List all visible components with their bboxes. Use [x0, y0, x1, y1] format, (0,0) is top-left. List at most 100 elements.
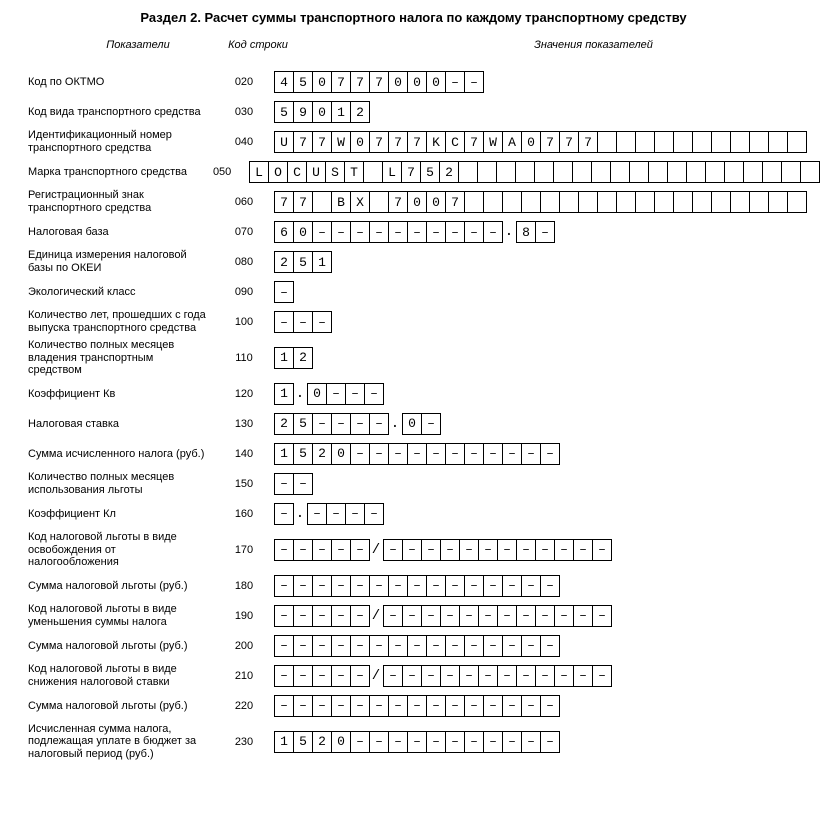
char-cell[interactable]: – [364, 503, 384, 525]
char-cell[interactable]: – [478, 605, 498, 627]
char-cell[interactable]: – [573, 665, 593, 687]
char-cell[interactable]: – [331, 413, 351, 435]
char-cell[interactable]: W [331, 131, 351, 153]
char-cell[interactable] [673, 191, 693, 213]
char-cell[interactable]: K [426, 131, 446, 153]
char-cell[interactable]: 0 [331, 443, 351, 465]
char-cell[interactable]: 2 [350, 101, 370, 123]
char-cell[interactable]: 2 [274, 251, 294, 273]
char-cell[interactable]: – [312, 413, 332, 435]
char-cell[interactable]: – [573, 605, 593, 627]
char-cell[interactable]: T [344, 161, 364, 183]
char-cell[interactable]: – [426, 731, 446, 753]
char-cell[interactable]: U [274, 131, 294, 153]
char-cell[interactable]: B [331, 191, 351, 213]
char-cell[interactable]: – [521, 635, 541, 657]
char-cell[interactable] [502, 191, 522, 213]
char-cell[interactable]: – [483, 575, 503, 597]
char-cell[interactable] [711, 191, 731, 213]
char-cell[interactable]: – [388, 575, 408, 597]
char-cell[interactable]: 5 [293, 413, 313, 435]
char-cell[interactable]: – [464, 221, 484, 243]
char-cell[interactable] [787, 191, 807, 213]
char-cell[interactable]: – [312, 539, 332, 561]
char-cell[interactable]: 2 [274, 413, 294, 435]
char-cell[interactable]: – [445, 731, 465, 753]
char-cell[interactable]: 0 [426, 71, 446, 93]
char-cell[interactable]: 0 [293, 221, 313, 243]
char-cell[interactable]: – [274, 473, 294, 495]
char-cell[interactable]: – [426, 221, 446, 243]
char-cell[interactable] [787, 131, 807, 153]
char-cell[interactable] [616, 131, 636, 153]
char-cell[interactable] [559, 191, 579, 213]
char-cell[interactable] [635, 191, 655, 213]
char-cell[interactable]: 0 [521, 131, 541, 153]
char-cell[interactable]: – [407, 575, 427, 597]
char-cell[interactable]: 7 [559, 131, 579, 153]
char-cell[interactable]: – [350, 635, 370, 657]
char-cell[interactable]: – [440, 605, 460, 627]
char-cell[interactable]: 5 [293, 71, 313, 93]
char-cell[interactable]: – [274, 605, 294, 627]
char-cell[interactable]: – [369, 731, 389, 753]
char-cell[interactable]: – [293, 605, 313, 627]
char-cell[interactable] [768, 131, 788, 153]
char-cell[interactable]: – [478, 665, 498, 687]
char-cell[interactable]: – [426, 635, 446, 657]
char-cell[interactable]: – [426, 695, 446, 717]
char-cell[interactable]: – [331, 539, 351, 561]
char-cell[interactable]: – [331, 221, 351, 243]
char-cell[interactable]: – [326, 503, 346, 525]
char-cell[interactable]: – [369, 635, 389, 657]
char-cell[interactable]: 0 [350, 131, 370, 153]
char-cell[interactable] [616, 191, 636, 213]
char-cell[interactable]: – [369, 413, 389, 435]
char-cell[interactable]: – [554, 665, 574, 687]
char-cell[interactable]: – [350, 695, 370, 717]
char-cell[interactable]: C [287, 161, 307, 183]
char-cell[interactable]: – [483, 695, 503, 717]
char-cell[interactable]: – [426, 575, 446, 597]
char-cell[interactable]: – [274, 281, 294, 303]
char-cell[interactable]: – [516, 605, 536, 627]
char-cell[interactable] [730, 131, 750, 153]
char-cell[interactable]: 5 [293, 251, 313, 273]
char-cell[interactable]: – [521, 731, 541, 753]
char-cell[interactable] [648, 161, 668, 183]
char-cell[interactable]: – [312, 221, 332, 243]
char-cell[interactable]: – [293, 695, 313, 717]
char-cell[interactable]: 1 [331, 101, 351, 123]
char-cell[interactable]: – [592, 665, 612, 687]
char-cell[interactable] [800, 161, 820, 183]
char-cell[interactable]: 7 [369, 131, 389, 153]
char-cell[interactable]: – [464, 731, 484, 753]
char-cell[interactable]: 8 [516, 221, 536, 243]
char-cell[interactable] [635, 131, 655, 153]
char-cell[interactable] [654, 131, 674, 153]
char-cell[interactable]: – [350, 605, 370, 627]
char-cell[interactable]: – [421, 413, 441, 435]
char-cell[interactable]: L [382, 161, 402, 183]
char-cell[interactable]: 0 [312, 101, 332, 123]
char-cell[interactable]: – [293, 473, 313, 495]
char-cell[interactable]: C [445, 131, 465, 153]
char-cell[interactable] [591, 161, 611, 183]
char-cell[interactable]: 1 [312, 251, 332, 273]
char-cell[interactable]: 7 [388, 191, 408, 213]
char-cell[interactable]: 7 [293, 131, 313, 153]
char-cell[interactable] [572, 161, 592, 183]
char-cell[interactable] [363, 161, 383, 183]
char-cell[interactable]: – [483, 635, 503, 657]
char-cell[interactable]: 2 [293, 347, 313, 369]
char-cell[interactable] [711, 131, 731, 153]
char-cell[interactable]: – [388, 731, 408, 753]
char-cell[interactable]: – [402, 665, 422, 687]
char-cell[interactable]: – [383, 605, 403, 627]
char-cell[interactable]: – [350, 221, 370, 243]
char-cell[interactable]: S [325, 161, 345, 183]
char-cell[interactable]: – [440, 665, 460, 687]
char-cell[interactable]: – [464, 635, 484, 657]
char-cell[interactable]: X [350, 191, 370, 213]
char-cell[interactable]: – [326, 383, 346, 405]
